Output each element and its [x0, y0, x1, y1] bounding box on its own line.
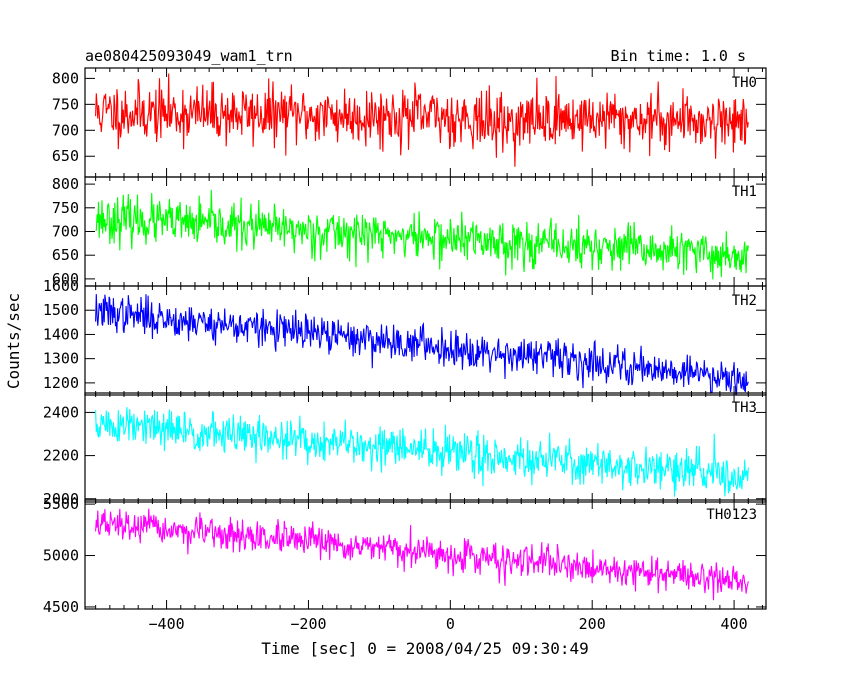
- panel-frame: [84, 285, 767, 396]
- x-tick-label: 200: [579, 615, 606, 633]
- y-tick-label: 700: [52, 121, 79, 139]
- y-tick-label: 2400: [43, 403, 79, 421]
- y-tick-label: 800: [52, 69, 79, 87]
- panel-th0: 650 700 750 800 TH0: [52, 67, 767, 178]
- y-tick-label: 650: [52, 246, 79, 264]
- y-tick-label: 600: [52, 270, 79, 288]
- y-tick-label: 4500: [43, 598, 79, 616]
- y-tick-label: 750: [52, 199, 79, 217]
- x-axis-title: Time [sec] 0 = 2008/04/25 09:30:49: [261, 639, 589, 658]
- y-tick-label: 650: [52, 147, 79, 165]
- bin-time-label: Bin time: 1.0 s: [611, 47, 746, 65]
- panel-label-th0123: TH0123: [706, 507, 757, 523]
- series-th0-line: [95, 73, 749, 167]
- panel-th1: 600 650 700 750 800 TH1: [52, 175, 767, 288]
- panel-label-th0: TH0: [732, 75, 757, 91]
- panel-label-th1: TH1: [732, 184, 757, 200]
- series-th0123-line: [95, 508, 749, 601]
- y-tick-label: 5000: [43, 547, 79, 565]
- y-tick-label: 800: [52, 175, 79, 193]
- y-tick-label: 1300: [43, 350, 79, 368]
- y-tick-label: 2200: [43, 447, 79, 465]
- figure-title: ae080425093049_wam1_trn: [85, 47, 293, 65]
- panel-frame: [84, 392, 767, 503]
- x-tick-label: −200: [290, 615, 326, 633]
- y-tick-label: 1500: [43, 301, 79, 319]
- panel-label-th2: TH2: [732, 293, 757, 309]
- panel-label-th3: TH3: [732, 400, 757, 416]
- x-tick-label: 0: [446, 615, 455, 633]
- series-th1-line: [95, 189, 749, 280]
- y-tick-label: 5500: [43, 495, 79, 513]
- y-axis-title: Counts/sec: [4, 293, 23, 389]
- panel-th3: 2000 2200 2400 TH3: [43, 392, 767, 508]
- panel-th0123: 4500 5000 5500 TH0123: [43, 495, 767, 616]
- y-tick-label: 1200: [43, 374, 79, 392]
- y-tick-label: 750: [52, 95, 79, 113]
- x-tick-label: −400: [149, 615, 185, 633]
- x-tick-label: 400: [721, 615, 748, 633]
- y-tick-label: 1400: [43, 325, 79, 343]
- panel-stack: 650 700 750 800 TH0 600 650 700 750 800 TH1 1200 130…: [43, 67, 767, 633]
- series-th2-line: [95, 294, 749, 395]
- y-tick-label: 2000: [43, 490, 79, 508]
- y-tick-label: 1600: [43, 277, 79, 295]
- series-th3-line: [95, 407, 749, 497]
- panel-frame: [84, 499, 767, 610]
- panel-th2: 1200 1300 1400 1500 1600 TH2: [43, 277, 767, 396]
- y-tick-label: 700: [52, 223, 79, 241]
